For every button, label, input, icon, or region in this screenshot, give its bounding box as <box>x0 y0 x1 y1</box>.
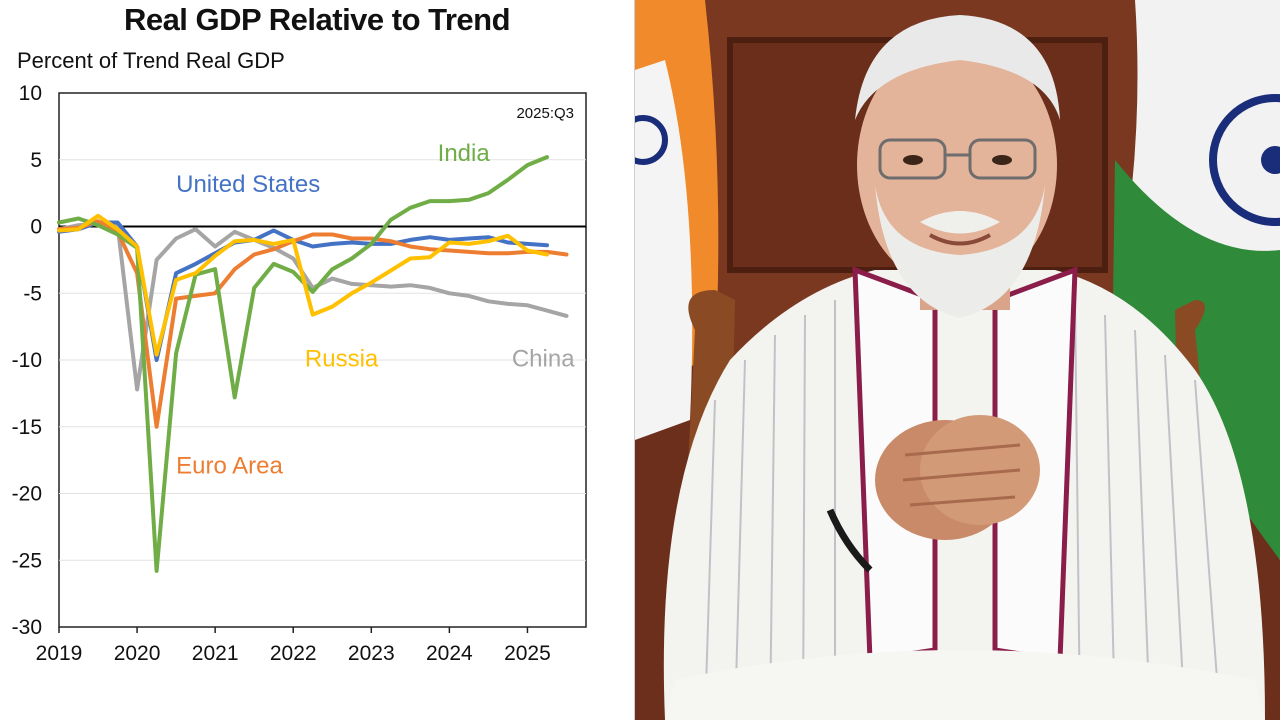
photo-panel <box>635 0 1280 720</box>
y-tick-label: 5 <box>30 149 42 172</box>
x-tick-label: 2019 <box>36 642 83 665</box>
chart-panel: Real GDP Relative to Trend Percent of Tr… <box>0 0 635 720</box>
series-label-euro-area: Euro Area <box>176 452 283 479</box>
series-label-india: India <box>438 140 491 167</box>
x-tick-label: 2022 <box>270 642 317 665</box>
x-tick-label: 2021 <box>192 642 239 665</box>
date-annotation: 2025:Q3 <box>516 105 574 122</box>
series-label-united-states: United States <box>176 171 320 198</box>
line-chart: 10 5 0 -5 -10 -15 -20 -25 -30 2019 2020 2021 2022 202… <box>12 82 587 665</box>
x-tick-label: 2024 <box>426 642 473 665</box>
y-tick-label: -20 <box>12 483 42 506</box>
y-tick-label: -5 <box>23 282 42 305</box>
x-tick-label: 2025 <box>504 642 551 665</box>
chart-title: Real GDP Relative to Trend <box>123 2 511 37</box>
y-axis-label: Percent of Trend Real GDP <box>17 48 285 73</box>
y-tick-label: 10 <box>19 82 42 105</box>
portrait-photo-icon <box>635 0 1280 720</box>
series-label-china: China <box>512 346 575 373</box>
series-label-russia: Russia <box>305 346 379 373</box>
y-tick-label: -30 <box>12 616 42 639</box>
x-tick-label: 2023 <box>348 642 395 665</box>
y-tick-label: 0 <box>30 216 42 239</box>
y-tick-label: -10 <box>12 349 42 372</box>
y-tick-label: -25 <box>12 549 42 572</box>
y-tick-label: -15 <box>12 416 42 439</box>
x-tick-label: 2020 <box>114 642 161 665</box>
series-line-russia <box>57 213 549 357</box>
